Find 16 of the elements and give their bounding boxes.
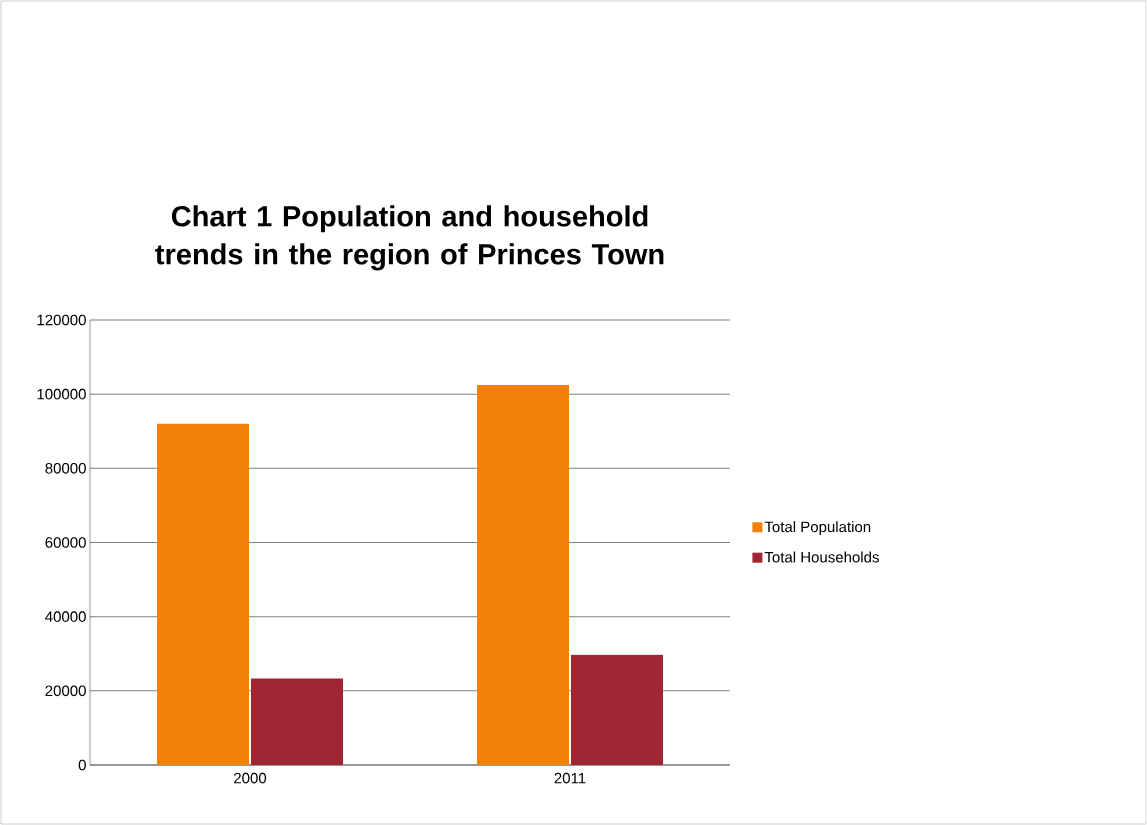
- chart-title: Chart 1 Population and household trends in the region of Princes Town: [155, 205, 664, 271]
- y-tick-label: 100000: [37, 388, 86, 400]
- x-tick-label: 2000: [234, 772, 267, 784]
- bar: [571, 654, 664, 765]
- bar: [477, 384, 570, 765]
- legend-label: Total Households: [764, 551, 879, 563]
- y-tick-label: 120000: [37, 314, 86, 326]
- y-tick-label: 80000: [45, 463, 86, 474]
- y-tick-label: 60000: [45, 537, 86, 548]
- y-tick-label: 40000: [45, 611, 86, 622]
- y-tick-label: 0: [78, 759, 86, 771]
- y-tick-label: 20000: [45, 685, 86, 697]
- legend-label: Total Population: [764, 521, 871, 536]
- bar: [157, 423, 249, 765]
- bar: [251, 678, 344, 765]
- x-tick-label: 2011: [554, 772, 586, 784]
